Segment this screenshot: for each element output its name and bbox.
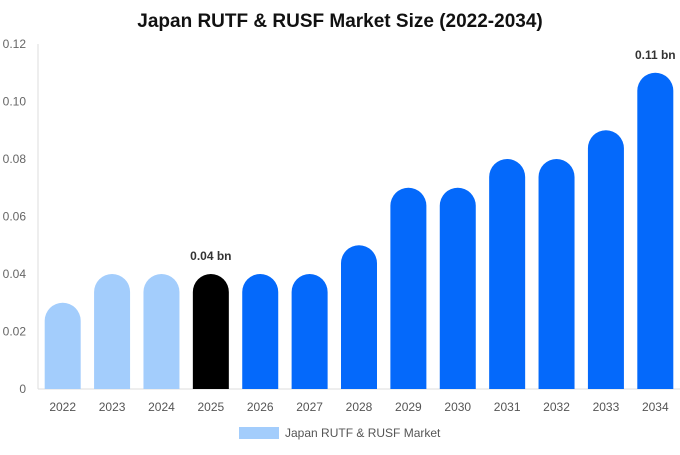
data-labels: 0.04 bn 0.11 bn bbox=[190, 48, 675, 263]
x-tick-label: 2023 bbox=[99, 400, 126, 414]
chart-title: Japan RUTF & RUSF Market Size (2022-2034… bbox=[137, 11, 542, 32]
y-tick-label: 0.10 bbox=[3, 95, 27, 109]
bar-2027[interactable] bbox=[291, 274, 328, 389]
x-tick-label: 2029 bbox=[395, 400, 422, 414]
bar-2026[interactable] bbox=[242, 274, 279, 389]
x-tick-label: 2022 bbox=[49, 400, 76, 414]
x-tick-label: 2027 bbox=[296, 400, 323, 414]
x-tick-label: 2031 bbox=[494, 400, 521, 414]
y-tick-label: 0 bbox=[19, 382, 26, 396]
bar-2033[interactable] bbox=[587, 130, 624, 390]
x-tick-label: 2032 bbox=[543, 400, 570, 414]
bar-2030[interactable] bbox=[439, 187, 476, 389]
legend[interactable]: Japan RUTF & RUSF Market bbox=[239, 426, 441, 440]
legend-swatch[interactable] bbox=[239, 427, 279, 439]
legend-label[interactable]: Japan RUTF & RUSF Market bbox=[285, 426, 441, 440]
bar-2031[interactable] bbox=[489, 158, 526, 389]
x-axis-ticks: 2022 2023 2024 2025 2026 2027 2028 2029 2030 2031… bbox=[49, 400, 669, 414]
y-tick-label: 0.06 bbox=[3, 210, 27, 224]
x-tick-label: 2024 bbox=[148, 400, 175, 414]
y-tick-label: 0.08 bbox=[3, 152, 27, 166]
bar-2024[interactable] bbox=[143, 274, 180, 389]
bar-2025[interactable] bbox=[192, 274, 229, 389]
data-label-2025: 0.04 bn bbox=[190, 249, 231, 263]
x-tick-label: 2033 bbox=[593, 400, 620, 414]
bar-2032[interactable] bbox=[538, 159, 575, 389]
bar-2028[interactable] bbox=[341, 245, 377, 389]
x-tick-label: 2034 bbox=[642, 400, 669, 414]
bar-2034[interactable] bbox=[637, 72, 674, 389]
x-tick-label: 2026 bbox=[247, 400, 274, 414]
bars bbox=[44, 72, 674, 390]
y-tick-label: 0.04 bbox=[3, 267, 27, 281]
data-label-2034: 0.11 bn bbox=[635, 48, 676, 62]
bar-2029[interactable] bbox=[390, 187, 427, 389]
y-axis-ticks: 0 0.02 0.04 0.06 0.08 0.10 0.12 bbox=[3, 37, 27, 396]
x-tick-label: 2025 bbox=[197, 400, 224, 414]
x-tick-label: 2028 bbox=[346, 400, 373, 414]
bar-2022[interactable] bbox=[44, 302, 81, 389]
bar-2023[interactable] bbox=[94, 274, 131, 389]
x-tick-label: 2030 bbox=[444, 400, 471, 414]
y-tick-label: 0.02 bbox=[3, 325, 27, 339]
y-tick-label: 0.12 bbox=[3, 37, 27, 51]
